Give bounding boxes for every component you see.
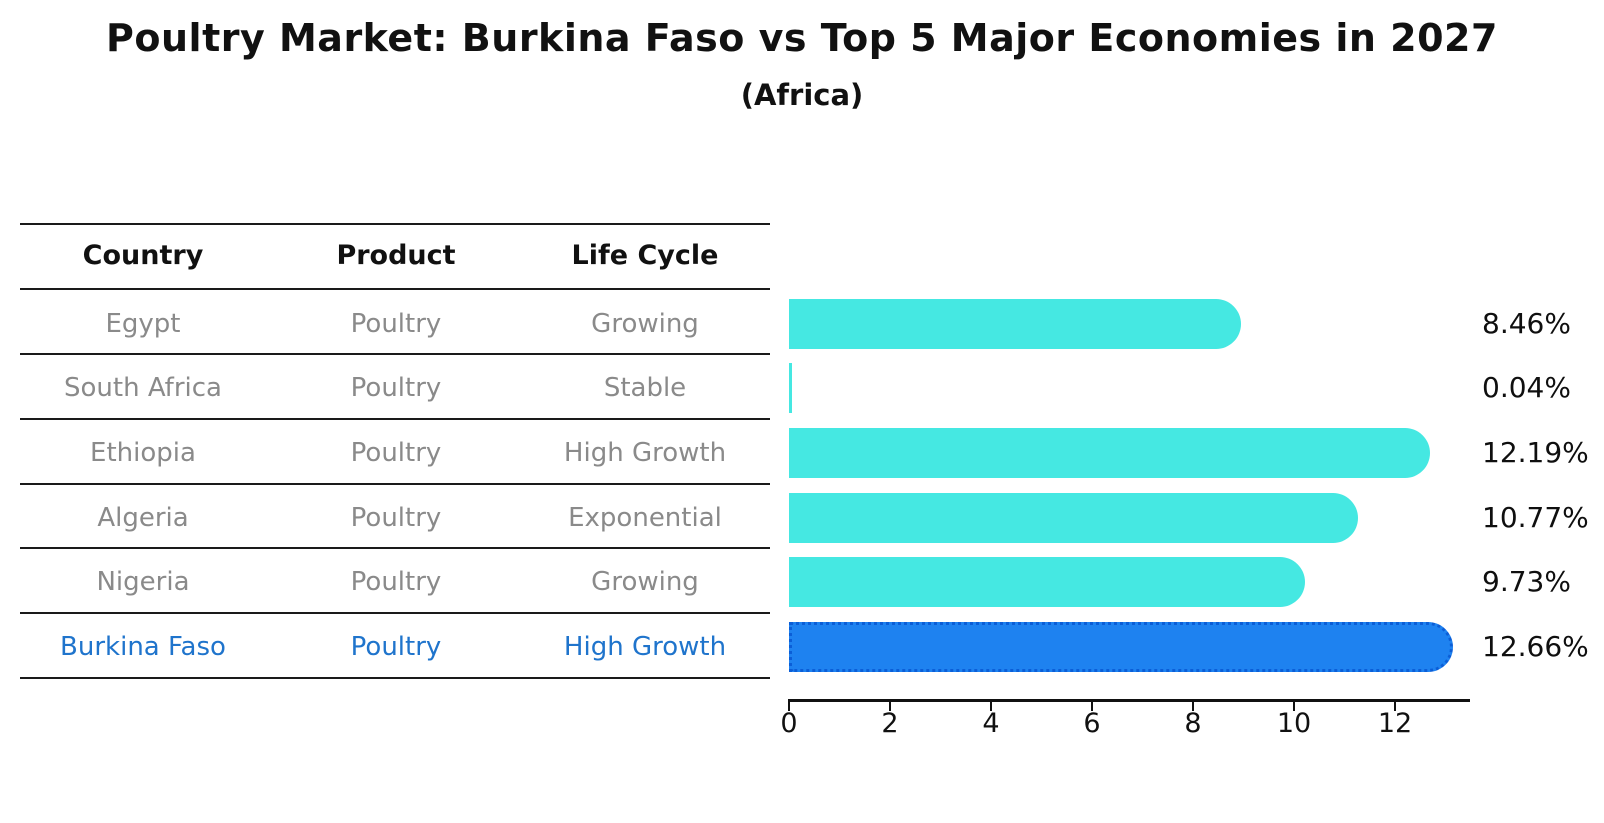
table-header-divider [20, 288, 770, 290]
x-axis-tick [1394, 702, 1396, 711]
x-axis-tick [1293, 702, 1295, 711]
chart-subtitle: (Africa) [740, 78, 864, 112]
table-cell-country: Ethiopia [90, 438, 196, 468]
table-row-divider [20, 483, 770, 485]
table-row-divider [20, 353, 770, 355]
table-border-top [20, 223, 770, 225]
table-row-divider [20, 418, 770, 420]
x-axis-tick [990, 702, 992, 711]
x-axis-tick-label: 2 [881, 708, 899, 739]
bar-south-africa [789, 363, 792, 413]
bar-algeria [789, 493, 1358, 543]
x-axis-line [788, 699, 1470, 702]
table-cell-country: Egypt [105, 309, 181, 339]
table-border-bottom [20, 677, 770, 679]
bar-value-label: 0.04% [1482, 371, 1571, 404]
table-header-product: Product [336, 240, 456, 271]
table-cell-country-highlighted: Burkina Faso [60, 632, 226, 662]
x-axis-tick-label: 0 [780, 708, 798, 739]
x-axis-tick-label: 10 [1276, 708, 1312, 739]
table-cell-product: Poultry [350, 309, 442, 339]
table-cell-life-cycle: Exponential [568, 503, 722, 533]
x-axis-tick [1091, 702, 1093, 711]
x-axis-tick [1192, 702, 1194, 711]
table-row-divider [20, 547, 770, 549]
bar-nigeria [789, 557, 1306, 607]
table-header-country: Country [82, 240, 204, 271]
table-cell-product: Poultry [350, 373, 442, 403]
bar-value-label: 10.77% [1482, 501, 1589, 534]
bar-burkina-faso-highlighted [789, 622, 1454, 672]
table-row-divider [20, 612, 770, 614]
table-cell-life-cycle: Stable [603, 373, 687, 403]
table-cell-life-cycle: High Growth [563, 438, 727, 468]
table-cell-country: South Africa [64, 373, 222, 403]
x-axis-tick [788, 702, 790, 711]
table-cell-product: Poultry [350, 567, 442, 597]
table-cell-product: Poultry [350, 438, 442, 468]
bar-ethiopia [789, 428, 1430, 478]
table-cell-product-highlighted: Poultry [350, 632, 442, 662]
table-cell-life-cycle: Growing [591, 567, 699, 597]
bar-value-label: 12.19% [1482, 436, 1589, 469]
x-axis-tick [889, 702, 891, 711]
bar-value-label: 8.46% [1482, 307, 1571, 340]
table-header-life-cycle: Life Cycle [571, 240, 719, 271]
bar-value-label: 9.73% [1482, 565, 1571, 598]
bar-value-label: 12.66% [1482, 630, 1589, 663]
table-cell-country: Algeria [97, 503, 189, 533]
x-axis-tick-label: 8 [1184, 708, 1202, 739]
table-cell-country: Nigeria [96, 567, 190, 597]
x-axis-tick-label: 6 [1083, 708, 1101, 739]
table-cell-life-cycle-highlighted: High Growth [563, 632, 727, 662]
x-axis-tick-label: 12 [1377, 708, 1413, 739]
bar-egypt [789, 299, 1242, 349]
table-cell-product: Poultry [350, 503, 442, 533]
table-cell-life-cycle: Growing [591, 309, 699, 339]
x-axis-tick-label: 4 [982, 708, 1000, 739]
chart-title: Poultry Market: Burkina Faso vs Top 5 Ma… [106, 16, 1498, 60]
